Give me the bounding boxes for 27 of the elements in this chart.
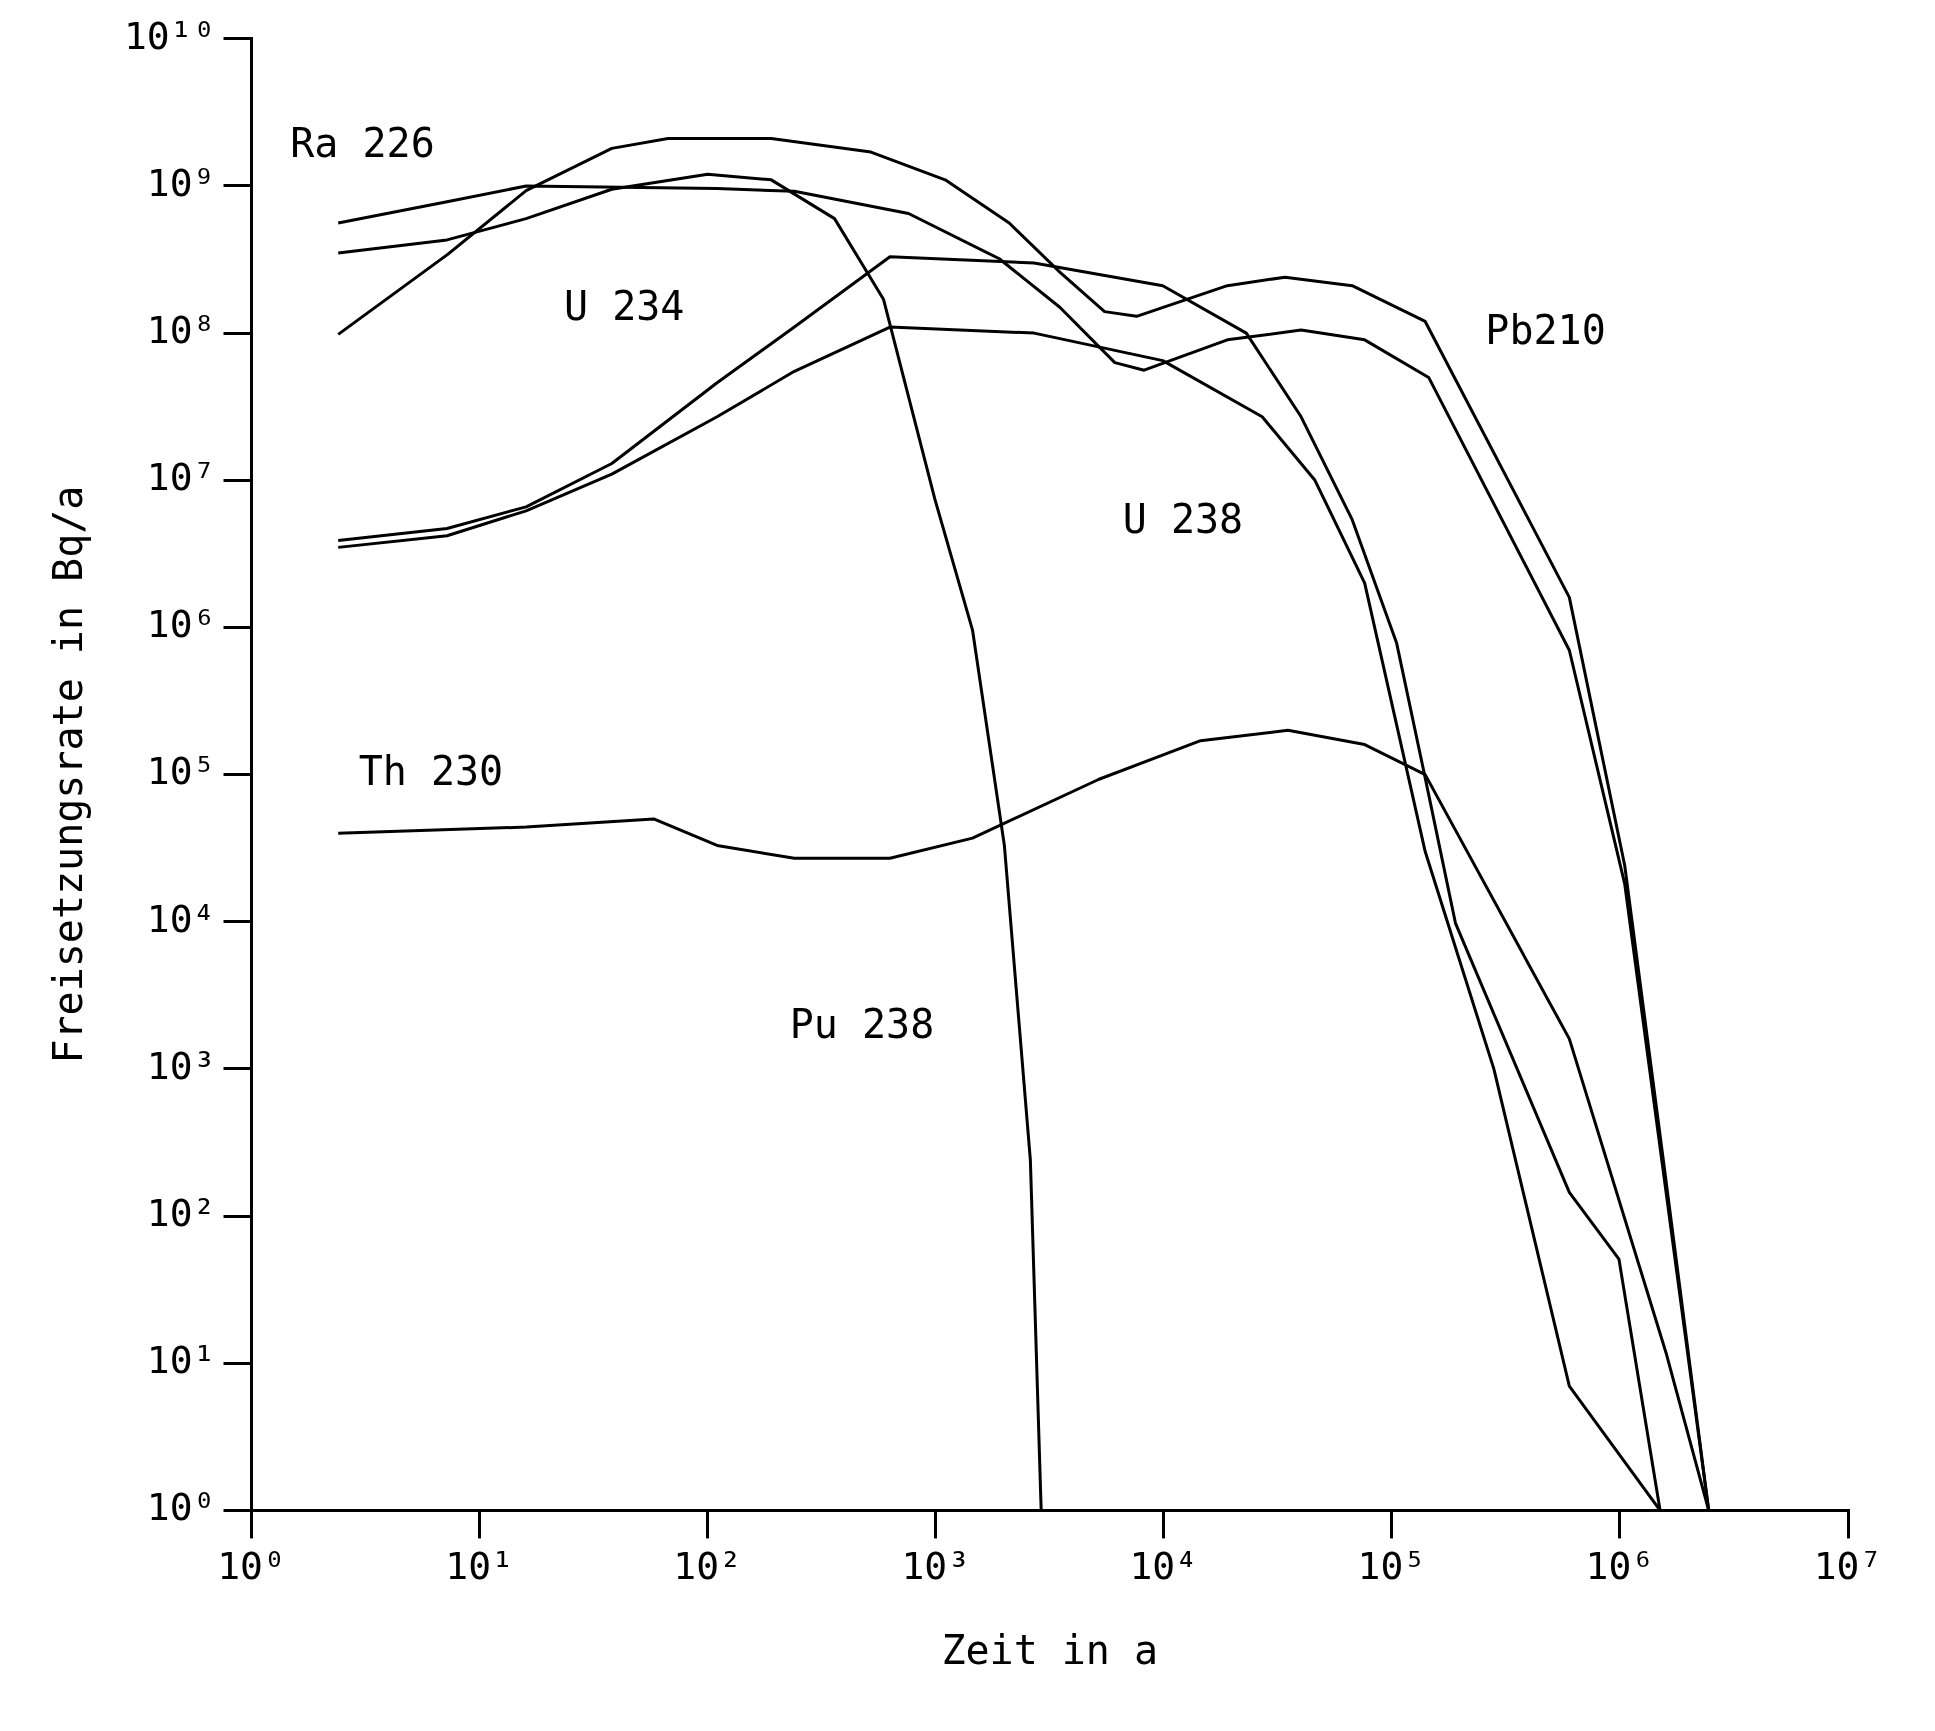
y-tick-label: 10⁹ — [146, 160, 216, 205]
y-axis-title: Freisetzungsrate in Bq/a — [45, 485, 92, 1064]
y-tick-label: 10³ — [146, 1043, 216, 1088]
x-tick-label: 10⁶ — [1585, 1544, 1655, 1589]
y-tick-label: 10⁶ — [146, 602, 216, 647]
y-tick-label: 10² — [146, 1190, 216, 1235]
y-tick-label: 10⁰ — [146, 1485, 216, 1530]
series-label: U 238 — [1122, 496, 1244, 543]
x-tick-label: 10¹ — [445, 1544, 514, 1589]
series-label: Th 230 — [358, 747, 504, 794]
x-tick-label: 10⁴ — [1129, 1544, 1199, 1589]
text: Pu 238 — [789, 1001, 935, 1048]
series-label: Pb210 — [1485, 306, 1606, 353]
x-tick-label: 10³ — [901, 1544, 971, 1589]
series-label: U 234 — [563, 282, 685, 329]
y-tick-label: 10¹⁰ — [124, 13, 216, 58]
x-tick-label: 10⁷ — [1813, 1544, 1883, 1589]
x-tick-label: 10⁵ — [1357, 1544, 1427, 1589]
x-axis-title: Zeit in a — [941, 1627, 1159, 1674]
y-tick-label: 10⁸ — [146, 307, 216, 352]
y-tick-label: 10¹ — [146, 1338, 216, 1383]
y-tick-label: 10⁴ — [146, 896, 216, 941]
x-tick-label: 10⁰ — [217, 1544, 286, 1589]
x-tick-label: 10² — [673, 1544, 742, 1589]
series-label: Ra 226 — [290, 119, 435, 166]
y-tick-label: 10⁷ — [146, 455, 216, 500]
y-tick-label: 10⁵ — [146, 749, 216, 794]
